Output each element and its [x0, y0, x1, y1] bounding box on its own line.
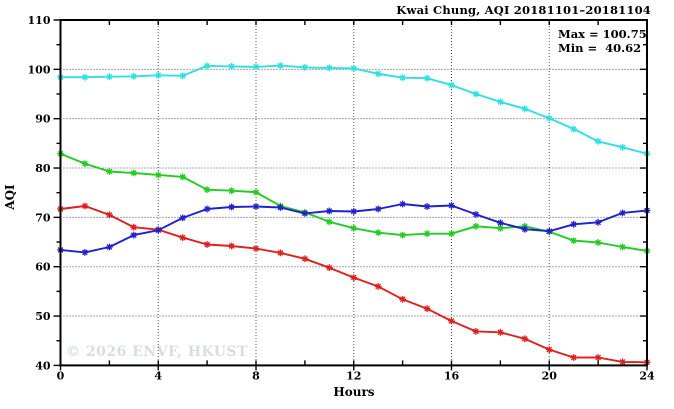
- y-tick-label: 90: [35, 113, 51, 126]
- y-tick-label: 70: [35, 211, 51, 224]
- y-tick-labels: 40 50 60 70 80 90 100 110: [28, 14, 51, 372]
- y-tick-label: 50: [35, 310, 51, 323]
- y-tick-label: 40: [35, 359, 51, 372]
- x-tick-label: 20: [542, 369, 558, 382]
- watermark: © 2026 ENVF, HKUST: [66, 344, 248, 360]
- y-axis-title: AQI: [3, 184, 17, 211]
- series-cyan: [57, 62, 651, 158]
- y-tick-label: 80: [35, 162, 51, 175]
- x-tick-label: 16: [444, 369, 460, 382]
- y-tick-label: 60: [35, 261, 51, 274]
- x-tick-label: 8: [252, 369, 260, 382]
- x-tick-label: 24: [639, 369, 655, 382]
- x-tick-label: 12: [346, 369, 361, 382]
- grid-lines: [60, 20, 647, 366]
- min-value-label: Min = 40.62: [558, 41, 641, 55]
- chart-title: Kwai Chung, AQI 20181101–20181104: [396, 3, 651, 17]
- series-green-markers: [57, 150, 651, 255]
- y-tick-label: 100: [28, 63, 51, 76]
- series-green: [57, 150, 651, 255]
- x-tick-labels: 0 4 8 12 16 20 24: [57, 369, 655, 382]
- x-tick-label: 4: [154, 369, 162, 382]
- plot-area: 40 50 60 70 80 90 100 110 0 4 8 12 16 20 24: [28, 14, 655, 382]
- max-value-label: Max = 100.75: [558, 27, 647, 41]
- axis-ticks: [53, 19, 648, 371]
- x-axis-title: Hours: [333, 385, 374, 399]
- x-tick-label: 0: [57, 369, 65, 382]
- plot-frame: [59, 19, 648, 367]
- y-tick-label: 110: [28, 14, 51, 27]
